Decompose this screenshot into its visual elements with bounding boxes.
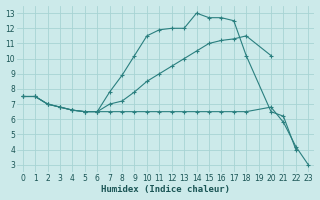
X-axis label: Humidex (Indice chaleur): Humidex (Indice chaleur) <box>101 185 230 194</box>
